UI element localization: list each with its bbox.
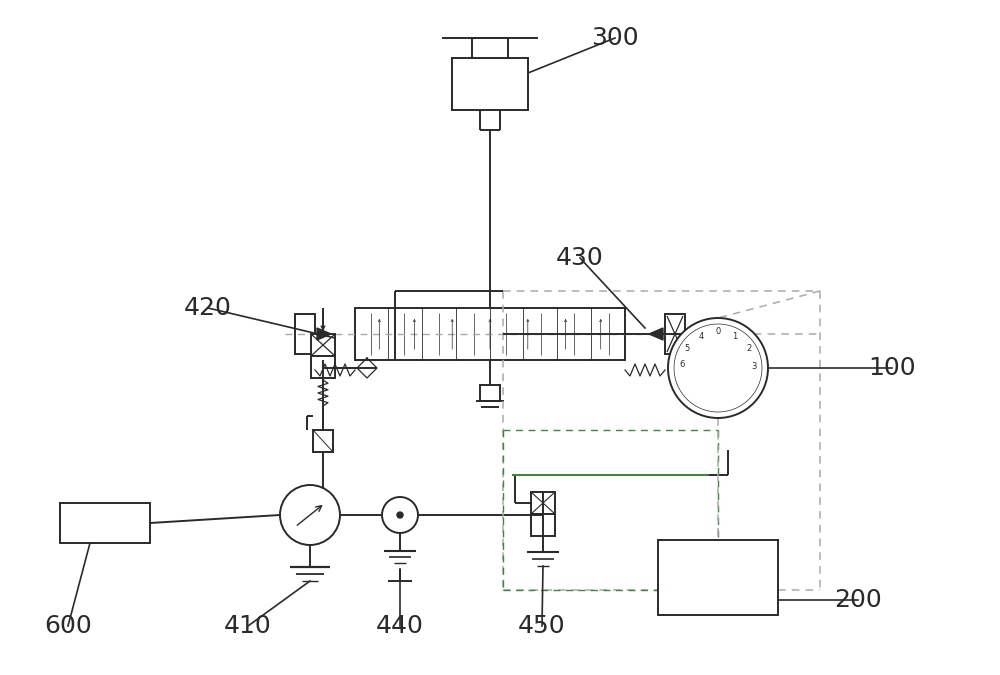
Text: 450: 450 — [518, 614, 566, 638]
Text: 420: 420 — [184, 296, 232, 320]
Circle shape — [397, 512, 403, 518]
Circle shape — [382, 497, 418, 533]
Text: 0: 0 — [715, 327, 721, 337]
Polygon shape — [649, 328, 663, 340]
Bar — [665, 314, 685, 354]
Text: 410: 410 — [224, 614, 272, 638]
Text: 3: 3 — [751, 362, 757, 371]
Bar — [295, 314, 315, 354]
Bar — [311, 334, 335, 356]
Text: 4: 4 — [698, 331, 704, 341]
Text: 440: 440 — [376, 614, 424, 638]
Bar — [531, 514, 555, 536]
Text: 200: 200 — [834, 588, 882, 612]
Bar — [658, 540, 778, 615]
Polygon shape — [317, 328, 331, 340]
Circle shape — [674, 324, 762, 412]
Text: 6: 6 — [679, 360, 685, 369]
Bar — [531, 492, 555, 514]
Text: 5: 5 — [685, 344, 690, 354]
Text: 2: 2 — [746, 344, 751, 354]
Text: 1: 1 — [732, 331, 738, 341]
Circle shape — [280, 485, 340, 545]
Bar — [452, 58, 528, 110]
Bar — [60, 503, 150, 543]
Text: 600: 600 — [44, 614, 92, 638]
Text: 300: 300 — [591, 26, 639, 50]
Bar — [480, 385, 500, 401]
Circle shape — [668, 318, 768, 418]
Bar — [472, 38, 508, 58]
Bar — [355, 308, 625, 360]
Text: 100: 100 — [868, 356, 916, 380]
Bar — [313, 430, 333, 452]
Bar — [311, 356, 335, 378]
Text: 430: 430 — [556, 246, 604, 270]
